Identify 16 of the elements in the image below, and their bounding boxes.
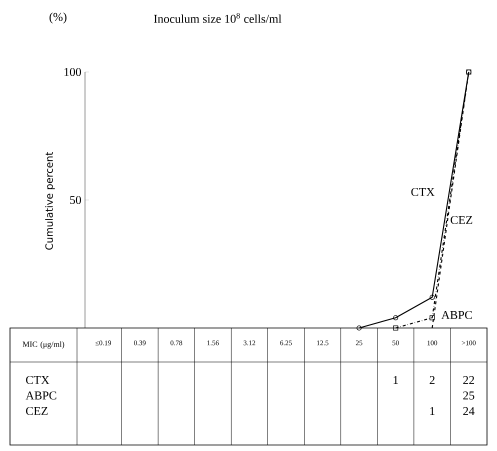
series-label: ABPC bbox=[441, 310, 472, 320]
series-label: CEZ bbox=[450, 216, 472, 224]
text: (%) bbox=[50, 12, 66, 24]
data-label: 25 bbox=[463, 391, 474, 400]
x-axis-title: MIC (μg/ml) bbox=[22, 341, 64, 349]
y-tick-label: ABPC bbox=[26, 391, 56, 400]
data-label: 2 bbox=[430, 376, 435, 384]
data-label: 22 bbox=[463, 376, 474, 384]
data-label: 24 bbox=[463, 407, 475, 415]
y-tick-label: CEZ bbox=[26, 406, 48, 416]
y-axis-title: Cumulative percent bbox=[45, 152, 55, 250]
data-label: 1 bbox=[394, 376, 398, 384]
series-label: CTX bbox=[411, 188, 435, 196]
data-label: 1 bbox=[430, 407, 434, 415]
y-tick-label: CTX bbox=[26, 376, 50, 384]
chart-title: Inoculum size 10$^{8}$ cells/ml bbox=[154, 13, 282, 23]
